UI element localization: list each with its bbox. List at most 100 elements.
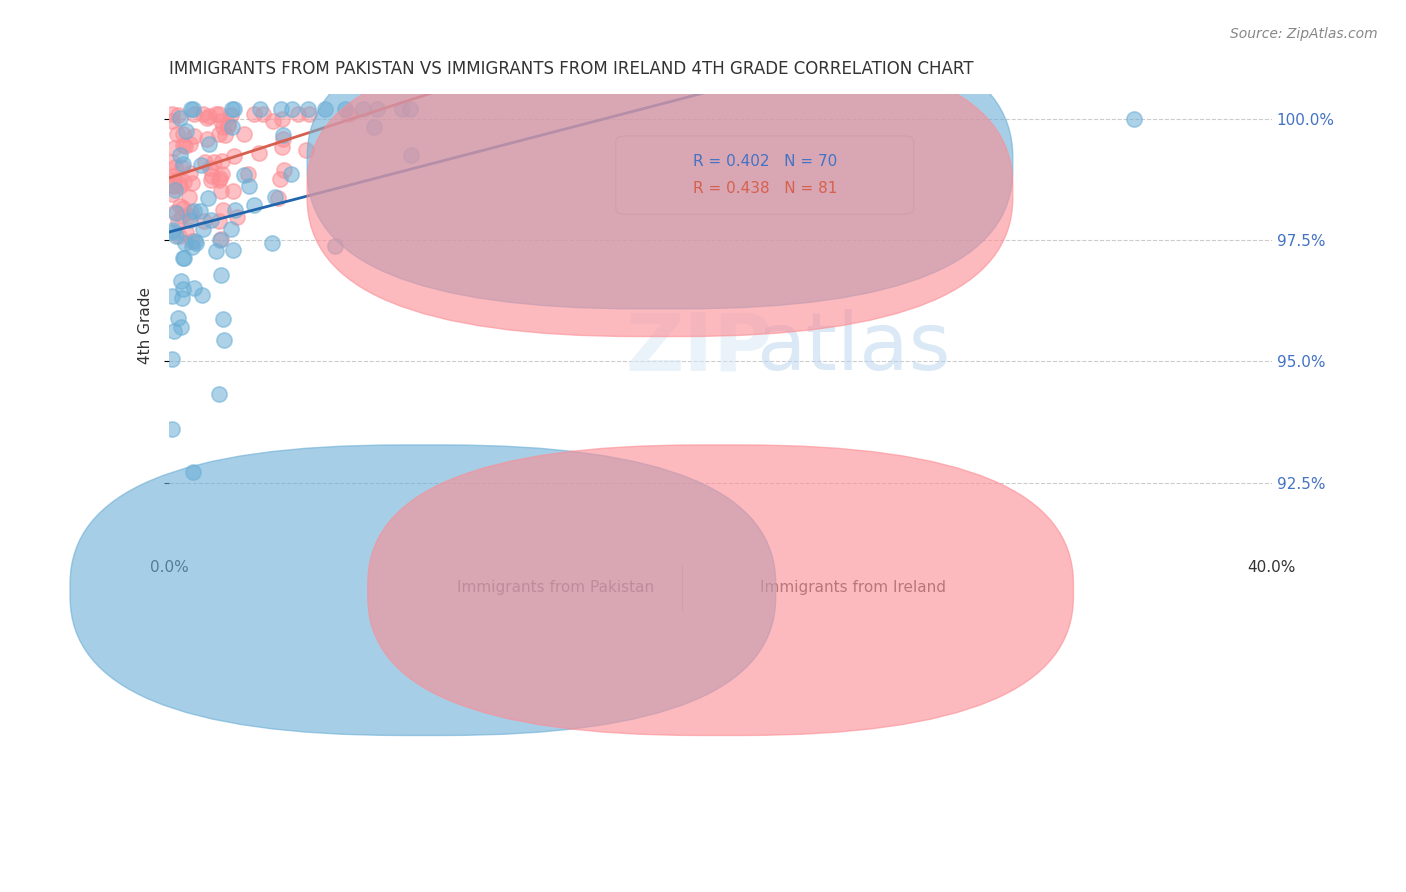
Point <box>167 214 190 228</box>
Point <box>163 184 186 198</box>
Point <box>169 112 191 126</box>
Point <box>323 239 346 253</box>
Point <box>180 102 202 116</box>
Point <box>269 172 291 186</box>
Point <box>165 229 187 244</box>
Point <box>160 178 183 192</box>
Point <box>201 169 224 183</box>
Point <box>221 120 243 135</box>
Point <box>363 120 385 134</box>
Point <box>170 274 193 288</box>
Point <box>198 137 221 152</box>
Point <box>165 204 187 219</box>
Point <box>172 282 194 296</box>
Point <box>209 232 232 246</box>
Point <box>163 160 186 174</box>
Point <box>177 210 200 224</box>
Point <box>184 234 207 248</box>
Point <box>172 128 194 142</box>
Point <box>186 235 208 250</box>
Point <box>174 225 197 239</box>
Point <box>173 139 195 153</box>
Point <box>233 169 256 183</box>
Point <box>262 114 284 128</box>
Point <box>233 127 256 141</box>
Point <box>162 422 184 436</box>
Point <box>160 351 183 366</box>
Point <box>163 172 186 186</box>
Point <box>208 127 231 141</box>
Point <box>211 153 233 168</box>
Point <box>183 203 205 218</box>
Text: R = 0.402   N = 70: R = 0.402 N = 70 <box>693 153 838 169</box>
Point <box>271 112 294 127</box>
Point <box>181 465 204 479</box>
Text: Immigrants from Pakistan: Immigrants from Pakistan <box>457 581 654 595</box>
Text: ZIP: ZIP <box>624 310 772 387</box>
Point <box>173 175 195 189</box>
Point <box>297 102 319 116</box>
Point <box>280 167 302 181</box>
Point <box>172 201 194 215</box>
Point <box>167 310 190 325</box>
Point <box>181 234 204 248</box>
Point <box>200 212 222 227</box>
Point <box>162 225 184 239</box>
Point <box>209 171 232 186</box>
Point <box>169 148 191 162</box>
Point <box>179 137 201 152</box>
Point <box>222 102 245 116</box>
Point <box>167 229 190 244</box>
Point <box>193 214 215 228</box>
Point <box>262 236 284 251</box>
Y-axis label: 4th Grade: 4th Grade <box>138 286 153 364</box>
Point <box>172 157 194 171</box>
Point <box>295 143 318 157</box>
Point <box>271 128 294 142</box>
Point <box>163 141 186 155</box>
FancyBboxPatch shape <box>307 19 1012 309</box>
Point <box>169 179 191 194</box>
Point <box>181 102 204 116</box>
Point <box>166 127 188 141</box>
Point <box>177 190 200 204</box>
Point <box>399 148 422 162</box>
Point <box>266 191 288 205</box>
Point <box>169 198 191 212</box>
Point <box>195 132 218 146</box>
Point <box>172 291 194 305</box>
Point <box>197 109 219 123</box>
Point <box>170 209 193 223</box>
Point <box>247 146 270 161</box>
Point <box>204 107 226 121</box>
Point <box>333 102 356 116</box>
Point <box>163 178 186 193</box>
Point <box>193 222 215 236</box>
Point <box>270 102 292 116</box>
Point <box>200 173 222 187</box>
Point <box>167 108 190 122</box>
Point <box>219 108 242 122</box>
Point <box>191 107 214 121</box>
Point <box>160 107 183 121</box>
Point <box>224 202 246 217</box>
Point <box>208 233 231 247</box>
Point <box>180 205 202 219</box>
Point <box>211 167 233 181</box>
Point <box>222 184 245 198</box>
Point <box>183 129 205 144</box>
Point <box>160 155 183 169</box>
Point <box>287 107 309 121</box>
Point <box>212 333 235 347</box>
Point <box>190 158 212 172</box>
Point <box>352 102 374 116</box>
Point <box>242 107 264 121</box>
Point <box>217 119 239 133</box>
FancyBboxPatch shape <box>368 445 1073 736</box>
Point <box>226 210 249 224</box>
Point <box>214 128 236 142</box>
Point <box>190 288 212 302</box>
Point <box>391 102 413 116</box>
Point <box>298 107 321 121</box>
Point <box>205 244 228 259</box>
